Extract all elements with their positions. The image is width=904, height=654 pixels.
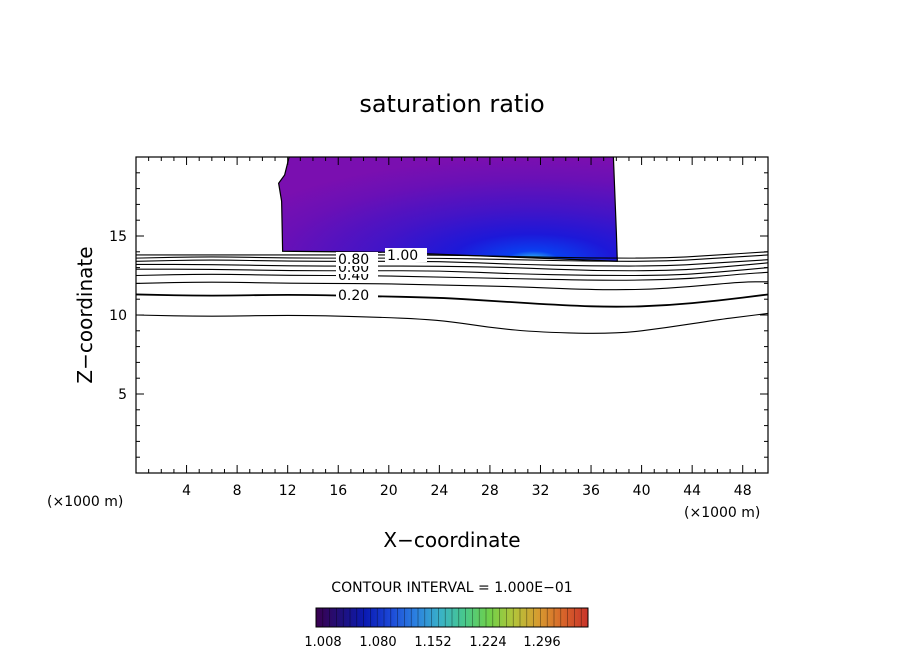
contour-line — [136, 281, 768, 291]
contour-line — [136, 293, 768, 308]
x-axis-unit-left: (×1000 m) — [47, 494, 123, 510]
contour-label: 0.80 — [338, 252, 369, 268]
contour-interval-label: CONTOUR INTERVAL = 1.000E−01 — [331, 580, 572, 596]
plot-area: 0.200.400.600.80 1.00 4 8 12 16 20 24 28 32 36 40 4… — [109, 156, 769, 499]
x-tick-label: 36 — [582, 483, 600, 499]
y-tick-label: 10 — [109, 308, 127, 324]
x-tick-label: 28 — [481, 483, 499, 499]
contour-line — [136, 259, 768, 267]
x-tick-label: 48 — [734, 483, 752, 499]
colorbar-label: 1.008 — [304, 635, 341, 650]
chart-title: saturation ratio — [359, 90, 544, 118]
x-axis-unit-right: (×1000 m) — [684, 505, 760, 521]
cloud-filled-region — [277, 157, 618, 262]
contour-label-bg — [336, 252, 378, 266]
colorbar: 1.008 1.080 1.152 1.224 1.296 — [304, 607, 589, 650]
colorbar-label: 1.152 — [414, 635, 451, 650]
colorbar-label: 1.080 — [359, 635, 396, 650]
y-axis-title: Z−coordinate — [73, 246, 97, 383]
contour-label: 1.00 — [387, 248, 418, 264]
contour-line — [136, 312, 768, 334]
y-tick-label: 5 — [118, 387, 127, 403]
x-tick-label: 12 — [279, 483, 297, 499]
x-tick-label: 44 — [683, 483, 701, 499]
x-tick-label: 20 — [380, 483, 398, 499]
contour-label-bg — [385, 248, 427, 262]
x-tick-label: 8 — [233, 483, 242, 499]
x-axis-title: X−coordinate — [383, 528, 520, 552]
x-tick-label: 4 — [182, 483, 191, 499]
contour-label-bg — [336, 288, 378, 302]
contour-line — [136, 267, 768, 277]
y-tick-label: 15 — [109, 229, 127, 245]
x-tick-label: 16 — [329, 483, 347, 499]
contour-line — [136, 262, 768, 272]
contour-line — [136, 251, 768, 259]
x-tick-label: 40 — [633, 483, 651, 499]
x-tick-label: 24 — [430, 483, 448, 499]
x-tick-label: 32 — [532, 483, 550, 499]
contour-line — [136, 271, 768, 281]
contour-line — [136, 254, 768, 262]
colorbar-label: 1.224 — [469, 635, 506, 650]
colorbar-label: 1.296 — [523, 635, 560, 650]
contour-label: 0.20 — [338, 288, 369, 304]
